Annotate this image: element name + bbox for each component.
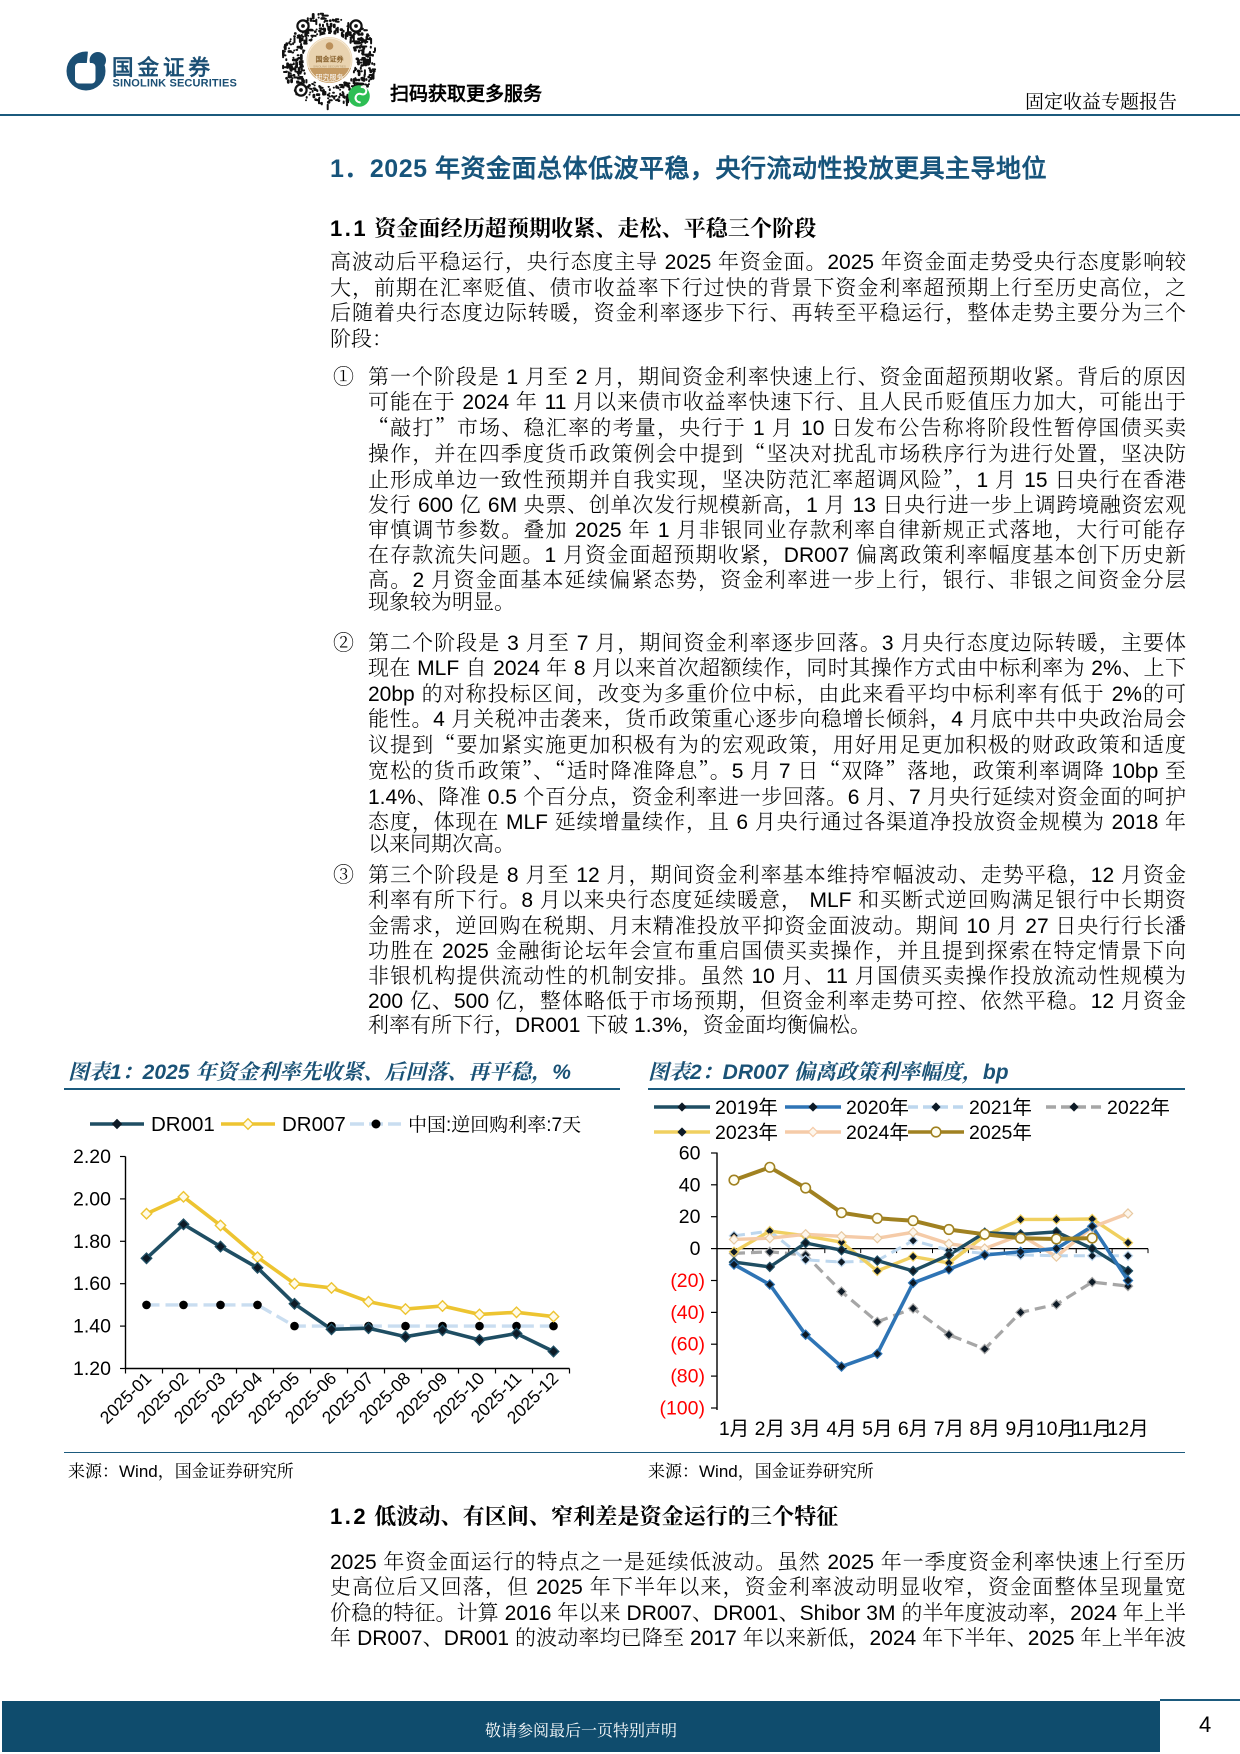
svg-text:1.80: 1.80 bbox=[73, 1231, 111, 1253]
svg-text:2023年: 2023年 bbox=[715, 1122, 778, 1144]
svg-text:6月: 6月 bbox=[898, 1418, 928, 1440]
svg-text:12月: 12月 bbox=[1107, 1418, 1148, 1440]
svg-text:20: 20 bbox=[679, 1206, 701, 1228]
svg-text:SINOLINK SECURITIES: SINOLINK SECURITIES bbox=[113, 78, 237, 90]
svg-text:2月: 2月 bbox=[755, 1418, 785, 1440]
svg-text:60: 60 bbox=[679, 1143, 701, 1165]
svg-text:中国:逆回购利率:7天: 中国:逆回购利率:7天 bbox=[408, 1114, 581, 1136]
svg-text:8月: 8月 bbox=[970, 1418, 1000, 1440]
svg-text:2022年: 2022年 bbox=[1107, 1097, 1170, 1119]
svg-text:11月: 11月 bbox=[1072, 1418, 1112, 1440]
svg-text:2019年: 2019年 bbox=[715, 1097, 778, 1119]
svg-text:2.20: 2.20 bbox=[73, 1146, 111, 1168]
svg-text:2.00: 2.00 bbox=[73, 1188, 111, 1210]
svg-text:(60): (60) bbox=[670, 1334, 705, 1356]
svg-text:(80): (80) bbox=[670, 1366, 705, 1388]
svg-text:7月: 7月 bbox=[934, 1418, 964, 1440]
svg-text:3月: 3月 bbox=[790, 1418, 820, 1440]
svg-text:2021年: 2021年 bbox=[969, 1097, 1032, 1119]
svg-text:0: 0 bbox=[690, 1238, 701, 1260]
svg-text:(40): (40) bbox=[670, 1302, 705, 1324]
svg-text:1月: 1月 bbox=[719, 1418, 749, 1440]
svg-text:DR007: DR007 bbox=[282, 1113, 346, 1136]
svg-text:40: 40 bbox=[679, 1174, 701, 1196]
svg-text:国金证券: 国金证券 bbox=[112, 55, 214, 80]
svg-text:DR001: DR001 bbox=[151, 1113, 215, 1136]
svg-text:10月: 10月 bbox=[1036, 1418, 1077, 1440]
svg-text:(20): (20) bbox=[670, 1270, 705, 1292]
svg-text:2025年: 2025年 bbox=[969, 1122, 1032, 1144]
svg-text:(100): (100) bbox=[659, 1398, 705, 1420]
svg-text:研究服务: 研究服务 bbox=[316, 73, 344, 82]
svg-text:1.40: 1.40 bbox=[73, 1316, 111, 1338]
svg-text:2020年: 2020年 bbox=[846, 1097, 909, 1119]
svg-text:4月: 4月 bbox=[826, 1418, 856, 1440]
svg-text:9月: 9月 bbox=[1005, 1418, 1035, 1440]
svg-text:国金证券: 国金证券 bbox=[316, 55, 345, 64]
svg-text:1.60: 1.60 bbox=[73, 1273, 111, 1295]
svg-text:SINOLINK SECURITIES: SINOLINK SECURITIES bbox=[313, 65, 346, 69]
svg-text:2024年: 2024年 bbox=[846, 1122, 909, 1144]
svg-text:1.20: 1.20 bbox=[73, 1358, 111, 1380]
svg-text:5月: 5月 bbox=[862, 1418, 892, 1440]
